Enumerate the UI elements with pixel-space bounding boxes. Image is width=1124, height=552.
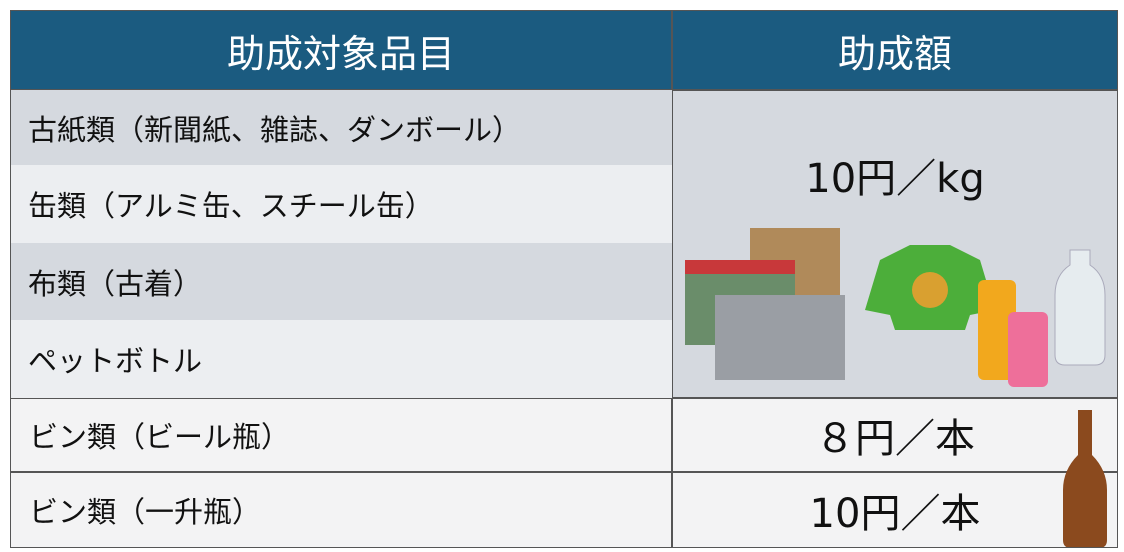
- item-cell: ペットボトル: [10, 320, 672, 398]
- can: [978, 280, 1016, 380]
- amount-cell: ８円／本: [672, 398, 1118, 472]
- amount-cell: 10円／本: [672, 472, 1118, 548]
- newspapers: [715, 295, 845, 380]
- item-cell: ビン類（ビール瓶）: [10, 398, 672, 472]
- pet-bottle: [1054, 249, 1106, 366]
- beer-bottle: [1063, 410, 1107, 548]
- item-cell: ビン類（一升瓶）: [10, 472, 672, 548]
- can: [1008, 312, 1048, 387]
- book-top: [685, 260, 795, 274]
- item-cell: 古紙類（新聞紙、雑誌、ダンボール）: [10, 90, 672, 165]
- item-cell: 布類（古着）: [10, 243, 672, 320]
- bottle: [1063, 410, 1107, 548]
- item-cell: 缶類（アルミ缶、スチール缶）: [10, 165, 672, 243]
- header-cell: 助成対象品目: [10, 10, 672, 90]
- recyclables-illustration: [685, 228, 1106, 387]
- header-cell: 助成額: [672, 10, 1118, 90]
- lion: [912, 272, 948, 308]
